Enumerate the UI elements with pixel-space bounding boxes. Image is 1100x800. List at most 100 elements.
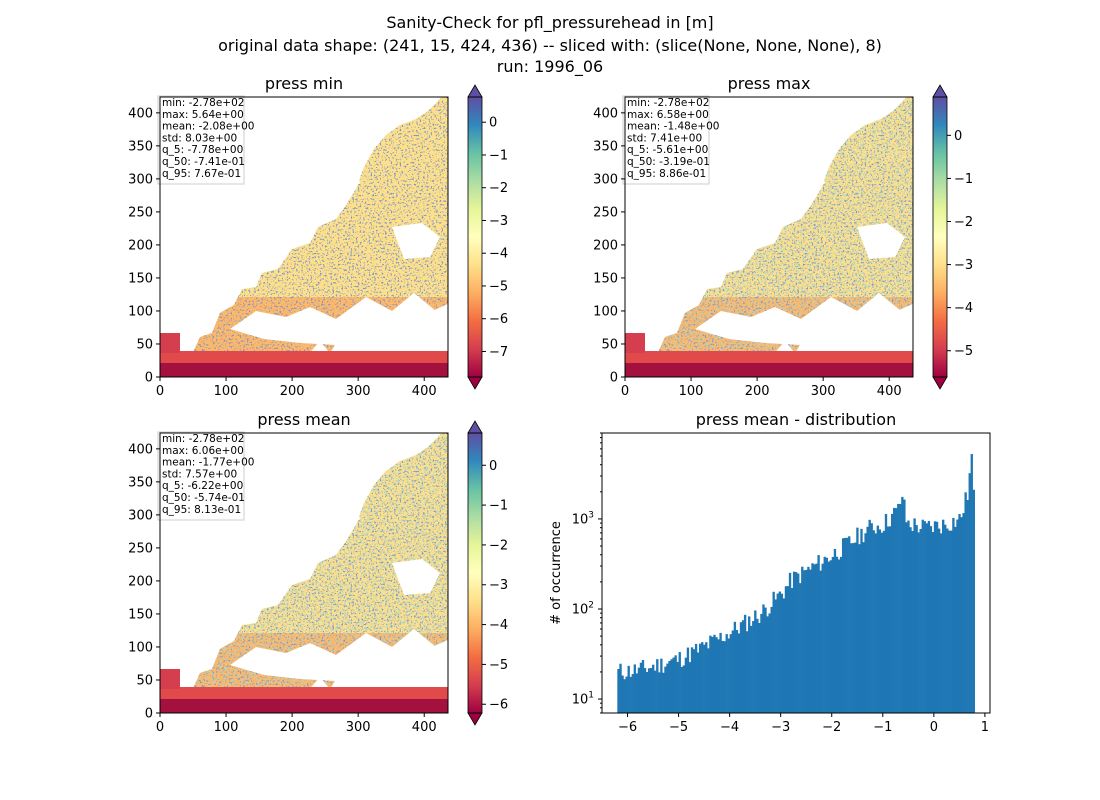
- histogram-bar: [647, 668, 651, 713]
- histogram-bar: [733, 621, 737, 713]
- stats-line: max: 6.58e+00: [627, 109, 709, 121]
- histogram-bar: [784, 586, 788, 713]
- y-tick-label: 150: [128, 271, 153, 286]
- histogram-bar: [811, 563, 814, 713]
- y-tick-label: 150: [128, 607, 153, 622]
- histogram-bar: [876, 525, 880, 713]
- stats-box-frame: [157, 95, 245, 185]
- y-tick-label: 102: [572, 600, 594, 617]
- histogram-bar: [754, 610, 757, 713]
- colorbar-tick-label: −6: [489, 698, 508, 713]
- colorbar-extend-max: [467, 84, 483, 98]
- x-tick-label: 300: [811, 384, 836, 399]
- histogram-bar: [846, 537, 849, 713]
- histogram-bar: [639, 662, 643, 713]
- y-tick-label: 250: [128, 205, 153, 220]
- histogram-bar: [880, 532, 884, 713]
- histogram-bar: [799, 583, 802, 713]
- y-tick-label: 50: [601, 337, 618, 352]
- histogram-bar: [827, 561, 830, 713]
- histogram-bar: [911, 530, 914, 713]
- histogram-bar: [821, 563, 824, 713]
- histogram-bar: [954, 526, 957, 713]
- stats-line: mean: -1.77e+00: [162, 457, 254, 469]
- histogram-bar: [778, 591, 781, 713]
- histogram-bar: [727, 638, 730, 713]
- histogram-bar: [664, 666, 667, 713]
- histogram-bar: [633, 664, 636, 713]
- histogram-bar: [805, 569, 808, 713]
- stats-line: min: -2.78e+02: [162, 433, 244, 445]
- histogram-bar: [917, 532, 920, 713]
- histogram-bar: [699, 643, 702, 713]
- histogram-bar: [627, 665, 630, 713]
- histogram-bar: [807, 566, 810, 713]
- histogram-bar: [776, 593, 779, 713]
- colorbar-tick-label: −5: [489, 658, 508, 673]
- histogram-bar: [809, 569, 812, 713]
- histogram-bar: [737, 633, 741, 713]
- colorbar-gradient: [933, 97, 947, 377]
- histogram-bar: [662, 672, 665, 713]
- x-tick-label: 400: [877, 384, 902, 399]
- histogram-bar: [758, 622, 761, 713]
- colorbar-tick-label: −4: [489, 618, 508, 633]
- histogram-bar: [946, 528, 949, 713]
- histogram-bar: [770, 606, 773, 713]
- histogram-bar: [652, 664, 655, 713]
- histogram-bar: [937, 528, 941, 713]
- histogram-bar: [835, 556, 839, 713]
- histogram-bar: [635, 673, 639, 713]
- histogram-bar: [884, 513, 888, 713]
- histogram-bar: [721, 640, 724, 713]
- y-axis-label: # of occurrence: [549, 521, 564, 625]
- histogram-bar: [680, 666, 683, 713]
- stats-line: q_95: 8.86e-01: [627, 168, 706, 180]
- x-tick-label: −1: [873, 720, 892, 735]
- histogram-bar: [888, 526, 892, 713]
- y-tick-label: 0: [145, 371, 153, 386]
- histogram-bar: [909, 527, 912, 713]
- colorbar-tick-label: −2: [489, 181, 508, 196]
- x-tick-label: 0: [156, 720, 164, 735]
- sea-north: [737, 155, 825, 209]
- atlantic-edge: [625, 333, 645, 353]
- histogram-bar: [839, 556, 843, 713]
- histogram-bar: [678, 652, 681, 713]
- histogram-bar: [637, 667, 641, 713]
- x-tick-label: 400: [412, 720, 437, 735]
- histogram-bar: [843, 537, 847, 713]
- y-tick-label: 250: [128, 541, 153, 556]
- histogram-bar: [723, 641, 726, 713]
- histogram-bar: [686, 647, 690, 713]
- x-tick-label: 300: [346, 384, 371, 399]
- sea-black: [392, 559, 440, 595]
- histogram-bar: [649, 667, 653, 713]
- histogram-bar: [705, 642, 708, 713]
- histogram-bar: [656, 659, 659, 713]
- histogram-bar: [823, 556, 826, 713]
- y-tick-label: 150: [593, 271, 618, 286]
- histogram-bar: [668, 660, 671, 713]
- sahara-deep: [625, 363, 913, 377]
- colorbar-extend-max: [932, 84, 948, 98]
- histogram-bar: [617, 668, 620, 713]
- histogram-bar: [701, 642, 704, 713]
- y-tick-label: 101: [572, 691, 594, 708]
- histogram-title: press mean - distribution: [696, 410, 896, 429]
- y-tick-label: 200: [128, 574, 153, 589]
- histogram-bar: [862, 542, 865, 713]
- histogram-bar: [752, 621, 755, 713]
- sahara-deep: [160, 363, 448, 377]
- sea-north: [272, 491, 360, 545]
- colorbar-tick-label: −7: [489, 345, 508, 360]
- title-line-1: Sanity-Check for pfl_pressurehead in [m]: [386, 13, 714, 32]
- histogram-bar: [895, 508, 898, 713]
- colorbar-tick-label: −2: [489, 538, 508, 553]
- colorbar-gradient: [468, 433, 482, 713]
- histogram-bar: [654, 670, 657, 713]
- x-tick-label: 200: [280, 384, 305, 399]
- axes-frame: [159, 432, 449, 714]
- y-tick-label: 50: [136, 337, 153, 352]
